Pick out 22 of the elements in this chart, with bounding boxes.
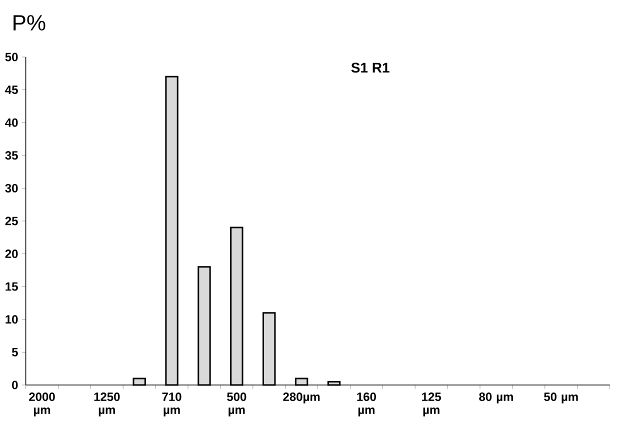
chart-title: S1 R1 [351, 62, 390, 73]
y-tick-label: 25 [5, 216, 18, 226]
y-tick-label: 20 [5, 250, 18, 258]
y-tick-label: 45 [5, 86, 18, 94]
x-tick-label: 125 µm [422, 392, 442, 416]
y-tick-label: 40 [5, 118, 18, 127]
y-tick-label: 10 [6, 315, 18, 324]
x-tick-label: 50 µm [544, 392, 578, 404]
y-tick-label: 0 [12, 380, 18, 390]
x-tick-label: 280µm [283, 392, 320, 404]
y-tick-label: 15 [6, 282, 18, 291]
y-tick-label: 35 [5, 151, 18, 160]
x-tick-label: 500 µm [227, 392, 246, 416]
x-tick-label: 2000 µm [29, 392, 55, 416]
y-axis-title: P% [14, 15, 46, 30]
y-tick-label: 5 [12, 348, 18, 356]
x-tick-label: 1250 µm [94, 392, 120, 416]
x-tick-label: 710 µm [162, 392, 182, 416]
x-tick-label: 80 µm [479, 392, 513, 404]
x-tick-label: 160 µm [357, 392, 376, 416]
y-tick-label: 30 [5, 184, 18, 192]
y-tick-label: 50 [5, 52, 18, 62]
